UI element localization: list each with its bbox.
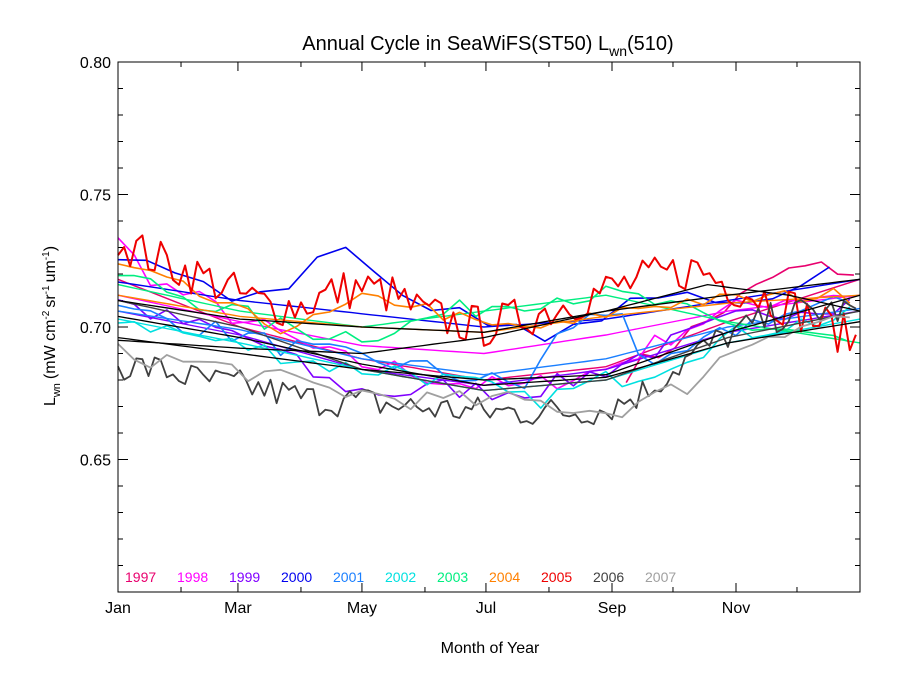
title-tail: (510) xyxy=(627,33,674,55)
x-tick-label: Nov xyxy=(722,600,750,617)
series-layer xyxy=(117,234,861,426)
legend-item-2001: 2001 xyxy=(333,569,364,585)
harmonic-fit-line xyxy=(117,294,861,381)
legend-item-2004: 2004 xyxy=(489,569,520,585)
x-tick-label: Mar xyxy=(224,600,252,617)
legend-item-1998: 1998 xyxy=(177,569,208,585)
x-tick-label: Jan xyxy=(105,600,131,617)
series-line xyxy=(117,299,857,426)
series-fit-line xyxy=(117,299,861,392)
legend-item-2000: 2000 xyxy=(281,569,312,585)
series-line xyxy=(117,263,851,335)
legend-item-1997: 1997 xyxy=(125,569,156,585)
harmonic-fit-line xyxy=(117,315,861,386)
series-line xyxy=(117,315,850,419)
y-tick-label: 0.80 xyxy=(80,55,111,72)
series-1998 xyxy=(117,237,861,390)
legend-item-1999: 1999 xyxy=(229,569,260,585)
title-text: Annual Cycle in SeaWiFS(ST50) L xyxy=(302,33,609,55)
y-tick-label: 0.65 xyxy=(80,453,111,470)
series-line xyxy=(117,234,857,353)
legend-item-2002: 2002 xyxy=(385,569,416,585)
legend-item-2005: 2005 xyxy=(541,569,572,585)
y-tick-label: 0.75 xyxy=(80,188,111,205)
series-2005 xyxy=(117,234,857,353)
legend-item-2007: 2007 xyxy=(645,569,676,585)
harmonic-fit-line xyxy=(117,278,861,355)
legend-item-2006: 2006 xyxy=(593,569,624,585)
legend-item-2003: 2003 xyxy=(437,569,468,585)
series-line xyxy=(117,237,850,390)
chart-title: Annual Cycle in SeaWiFS(ST50) Lwn(510) xyxy=(302,33,673,59)
legend: 1997 1998 1999 2000 2001 2002 2003 2004 2005 2006… xyxy=(125,569,676,585)
x-tick-label: Jul xyxy=(476,600,496,617)
x-tick-label: Sep xyxy=(598,600,627,617)
plot-frame xyxy=(117,61,861,593)
harmonic-fit-line xyxy=(117,283,861,333)
x-axis-label: Month of Year xyxy=(441,640,540,657)
x-tick-label: May xyxy=(347,600,377,617)
y-tick-label: 0.70 xyxy=(80,320,111,337)
title-subscript: wn xyxy=(608,43,627,59)
series-fit-line xyxy=(117,278,861,328)
series-2006 xyxy=(117,299,861,426)
harmonic-fits xyxy=(117,278,861,386)
axis-ticks: Jan Mar May Jul Sep Nov 0.65 0.70 0.75 0.80 xyxy=(80,55,860,617)
series-2000 xyxy=(117,246,861,342)
y-axis-label: Lwn(mW cm-2sr-1um-1) xyxy=(41,246,63,406)
series-2007 xyxy=(117,315,850,419)
series-fit-line xyxy=(117,283,861,344)
